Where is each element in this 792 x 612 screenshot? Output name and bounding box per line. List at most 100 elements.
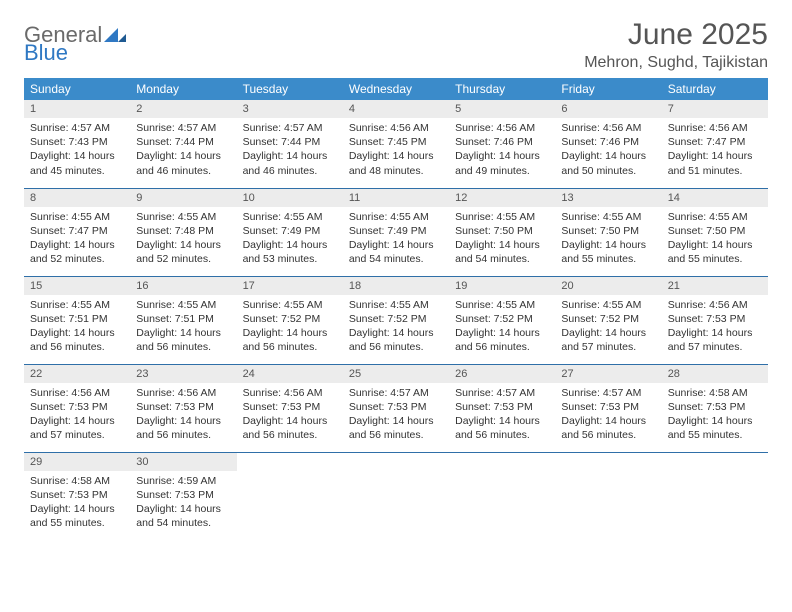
sunrise-text: Sunrise: 4:59 AM [136,474,230,488]
calendar-cell: 7Sunrise: 4:56 AMSunset: 7:47 PMDaylight… [662,100,768,188]
day-body: Sunrise: 4:55 AMSunset: 7:52 PMDaylight:… [237,295,343,361]
calendar-cell: 3Sunrise: 4:57 AMSunset: 7:44 PMDaylight… [237,100,343,188]
calendar-cell-empty [343,452,449,540]
sunset-text: Sunset: 7:52 PM [349,312,443,326]
daylight-text: and 56 minutes. [136,340,230,354]
daylight-text: Daylight: 14 hours [668,149,762,163]
calendar-cell: 15Sunrise: 4:55 AMSunset: 7:51 PMDayligh… [24,276,130,364]
daylight-text: and 54 minutes. [136,516,230,530]
weekday-header: Wednesday [343,78,449,100]
sunrise-text: Sunrise: 4:55 AM [136,210,230,224]
sunrise-text: Sunrise: 4:56 AM [30,386,124,400]
daylight-text: Daylight: 14 hours [349,326,443,340]
sunset-text: Sunset: 7:53 PM [561,400,655,414]
day-number: 14 [662,189,768,207]
day-number: 11 [343,189,449,207]
weekday-header-row: SundayMondayTuesdayWednesdayThursdayFrid… [24,78,768,100]
weekday-header: Tuesday [237,78,343,100]
daylight-text: Daylight: 14 hours [455,326,549,340]
sunset-text: Sunset: 7:50 PM [455,224,549,238]
daylight-text: Daylight: 14 hours [136,502,230,516]
daylight-text: Daylight: 14 hours [349,238,443,252]
daylight-text: and 46 minutes. [136,164,230,178]
sunset-text: Sunset: 7:44 PM [243,135,337,149]
day-body: Sunrise: 4:55 AMSunset: 7:50 PMDaylight:… [555,207,661,273]
day-body: Sunrise: 4:56 AMSunset: 7:53 PMDaylight:… [24,383,130,449]
sunset-text: Sunset: 7:53 PM [668,400,762,414]
calendar-cell: 14Sunrise: 4:55 AMSunset: 7:50 PMDayligh… [662,188,768,276]
sunrise-text: Sunrise: 4:56 AM [668,121,762,135]
calendar-cell: 9Sunrise: 4:55 AMSunset: 7:48 PMDaylight… [130,188,236,276]
sunrise-text: Sunrise: 4:57 AM [455,386,549,400]
day-number: 28 [662,365,768,383]
sunset-text: Sunset: 7:53 PM [30,488,124,502]
day-number: 18 [343,277,449,295]
daylight-text: Daylight: 14 hours [455,149,549,163]
day-number: 12 [449,189,555,207]
calendar-cell: 25Sunrise: 4:57 AMSunset: 7:53 PMDayligh… [343,364,449,452]
weekday-header: Thursday [449,78,555,100]
daylight-text: Daylight: 14 hours [243,238,337,252]
weekday-header: Friday [555,78,661,100]
calendar-cell-empty [662,452,768,540]
day-number: 5 [449,100,555,118]
sunset-text: Sunset: 7:53 PM [136,488,230,502]
daylight-text: and 56 minutes. [349,340,443,354]
day-body: Sunrise: 4:56 AMSunset: 7:46 PMDaylight:… [449,118,555,184]
sunrise-text: Sunrise: 4:56 AM [136,386,230,400]
daylight-text: and 56 minutes. [349,428,443,442]
daylight-text: and 52 minutes. [136,252,230,266]
day-body: Sunrise: 4:55 AMSunset: 7:51 PMDaylight:… [24,295,130,361]
calendar-cell: 13Sunrise: 4:55 AMSunset: 7:50 PMDayligh… [555,188,661,276]
calendar-cell: 27Sunrise: 4:57 AMSunset: 7:53 PMDayligh… [555,364,661,452]
daylight-text: Daylight: 14 hours [243,149,337,163]
calendar-cell: 12Sunrise: 4:55 AMSunset: 7:50 PMDayligh… [449,188,555,276]
calendar-cell: 2Sunrise: 4:57 AMSunset: 7:44 PMDaylight… [130,100,236,188]
sunrise-text: Sunrise: 4:55 AM [455,210,549,224]
daylight-text: Daylight: 14 hours [30,149,124,163]
daylight-text: Daylight: 14 hours [136,238,230,252]
calendar-table: SundayMondayTuesdayWednesdayThursdayFrid… [24,78,768,540]
calendar-cell: 8Sunrise: 4:55 AMSunset: 7:47 PMDaylight… [24,188,130,276]
day-number: 24 [237,365,343,383]
sunset-text: Sunset: 7:52 PM [243,312,337,326]
day-body: Sunrise: 4:57 AMSunset: 7:53 PMDaylight:… [449,383,555,449]
day-body: Sunrise: 4:58 AMSunset: 7:53 PMDaylight:… [662,383,768,449]
sunset-text: Sunset: 7:53 PM [243,400,337,414]
sunset-text: Sunset: 7:49 PM [349,224,443,238]
day-number: 30 [130,453,236,471]
daylight-text: and 56 minutes. [243,340,337,354]
daylight-text: Daylight: 14 hours [561,238,655,252]
day-number: 10 [237,189,343,207]
sunrise-text: Sunrise: 4:55 AM [349,210,443,224]
daylight-text: Daylight: 14 hours [349,414,443,428]
page-title: June 2025 [584,18,768,52]
daylight-text: and 56 minutes. [455,340,549,354]
daylight-text: and 52 minutes. [30,252,124,266]
calendar-row: 8 Sunrise: 4:55 AM Sunset: 7:47 PM Daylight… [24,188,768,276]
daylight-text: Daylight: 14 hours [561,414,655,428]
daylight-text: and 56 minutes. [243,428,337,442]
calendar-row: 22Sunrise: 4:56 AMSunset: 7:53 PMDayligh… [24,364,768,452]
sunrise-text: Sunrise: 4:55 AM [349,298,443,312]
calendar-cell: 19Sunrise: 4:55 AMSunset: 7:52 PMDayligh… [449,276,555,364]
daylight-text: and 46 minutes. [243,164,337,178]
day-body: Sunrise: 4:55 AMSunset: 7:50 PMDaylight:… [449,207,555,273]
day-number: 8 [24,189,130,207]
daylight-text: and 51 minutes. [668,164,762,178]
day-number: 3 [237,100,343,118]
daylight-text: Daylight: 14 hours [30,414,124,428]
calendar-cell: 28Sunrise: 4:58 AMSunset: 7:53 PMDayligh… [662,364,768,452]
sunset-text: Sunset: 7:53 PM [349,400,443,414]
day-number: 9 [130,189,236,207]
sunset-text: Sunset: 7:47 PM [30,224,124,238]
sunrise-text: Sunrise: 4:55 AM [243,298,337,312]
daylight-text: Daylight: 14 hours [455,238,549,252]
day-body: Sunrise: 4:58 AMSunset: 7:53 PMDaylight:… [24,471,130,537]
sunrise-text: Sunrise: 4:58 AM [668,386,762,400]
daylight-text: Daylight: 14 hours [561,149,655,163]
daylight-text: Daylight: 14 hours [349,149,443,163]
calendar-cell: 24Sunrise: 4:56 AMSunset: 7:53 PMDayligh… [237,364,343,452]
calendar-cell: 4Sunrise: 4:56 AMSunset: 7:45 PMDaylight… [343,100,449,188]
day-number: 7 [662,100,768,118]
